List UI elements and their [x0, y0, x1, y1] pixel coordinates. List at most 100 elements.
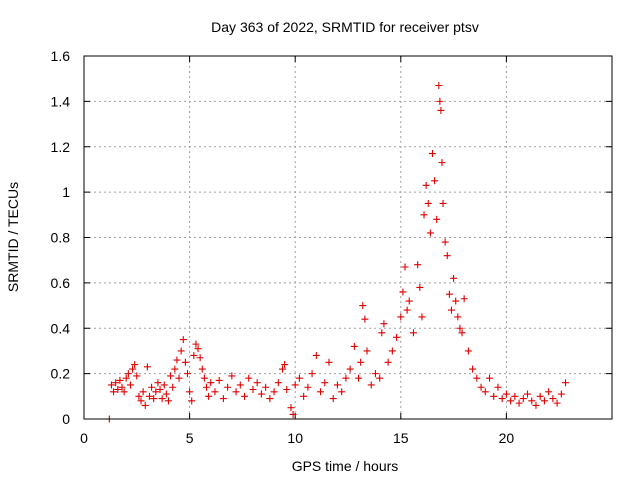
data-point [437, 106, 445, 114]
x-tick-label: 15 [393, 430, 409, 446]
data-point [426, 229, 434, 237]
y-tick-label: 0.2 [51, 366, 71, 382]
data-point [403, 306, 411, 314]
data-point [384, 358, 392, 366]
data-point [173, 356, 181, 364]
y-tick-label: 0 [62, 411, 70, 427]
data-point [456, 324, 464, 332]
data-point [409, 329, 417, 337]
data-point [388, 347, 396, 355]
data-point [224, 383, 232, 391]
data-point [562, 379, 570, 387]
data-point [549, 395, 557, 403]
data-point [511, 392, 519, 400]
data-point [205, 392, 213, 400]
data-point [464, 347, 472, 355]
data-point [215, 376, 223, 384]
data-point [190, 351, 198, 359]
x-tick-label: 0 [80, 430, 88, 446]
data-point [528, 397, 536, 405]
data-point [228, 372, 236, 380]
data-point [287, 404, 295, 412]
data-point [186, 388, 194, 396]
data-point [152, 388, 160, 396]
data-point [131, 361, 139, 369]
plot-frame [83, 55, 613, 420]
data-point [363, 347, 371, 355]
data-point [308, 370, 316, 378]
data-point [262, 383, 270, 391]
data-point [139, 388, 147, 396]
data-point [281, 361, 289, 369]
data-point [515, 399, 523, 407]
data-point [154, 379, 162, 387]
data-point [241, 392, 249, 400]
data-point [371, 370, 379, 378]
data-point [253, 379, 261, 387]
data-point [380, 320, 388, 328]
data-point [177, 347, 185, 355]
data-point [179, 336, 187, 344]
data-point [433, 215, 441, 223]
y-tick-label: 1.4 [51, 93, 71, 109]
data-point [312, 351, 320, 359]
data-point [502, 390, 510, 398]
data-point [232, 388, 240, 396]
data-point [283, 386, 291, 394]
x-tick-label: 20 [499, 430, 515, 446]
data-point [458, 329, 466, 337]
data-point [300, 392, 308, 400]
data-point [325, 358, 333, 366]
data-point [359, 302, 367, 310]
data-point [194, 345, 202, 353]
data-point [355, 374, 363, 382]
data-point [418, 313, 426, 321]
data-point [219, 395, 227, 403]
data-point [477, 383, 485, 391]
data-point [439, 199, 447, 207]
data-point [236, 381, 244, 389]
data-point [141, 401, 149, 409]
data-point [124, 370, 132, 378]
data-point [357, 358, 365, 366]
data-point [469, 365, 477, 373]
data-point [192, 340, 200, 348]
data-point [169, 383, 177, 391]
data-point [116, 376, 124, 384]
data-point [507, 397, 515, 405]
data-point [414, 261, 422, 269]
data-point [361, 315, 369, 323]
y-tick-label: 0.8 [51, 230, 71, 246]
data-point [249, 386, 257, 394]
data-point [270, 388, 278, 396]
data-point [211, 388, 219, 396]
y-tick-label: 1 [62, 184, 70, 200]
data-point [473, 374, 481, 382]
data-point [393, 333, 401, 341]
data-point [107, 381, 115, 389]
data-point [158, 395, 166, 403]
data-point [164, 397, 172, 405]
data-point [291, 381, 299, 389]
data-point [200, 374, 208, 382]
data-point [447, 306, 455, 314]
data-point [114, 386, 122, 394]
data-point [338, 388, 346, 396]
data-point [279, 365, 287, 373]
data-point [428, 150, 436, 158]
data-point [399, 288, 407, 296]
data-point [416, 283, 424, 291]
data-point [397, 313, 405, 321]
data-point [188, 397, 196, 405]
x-axis-label: GPS time / hours [292, 458, 399, 474]
data-point [481, 388, 489, 396]
data-point [148, 383, 156, 391]
data-point [536, 392, 544, 400]
data-point [436, 97, 444, 105]
data-point [494, 383, 502, 391]
data-point [257, 390, 265, 398]
data-point [245, 374, 253, 382]
data-point [486, 374, 494, 382]
data-point [133, 372, 141, 380]
